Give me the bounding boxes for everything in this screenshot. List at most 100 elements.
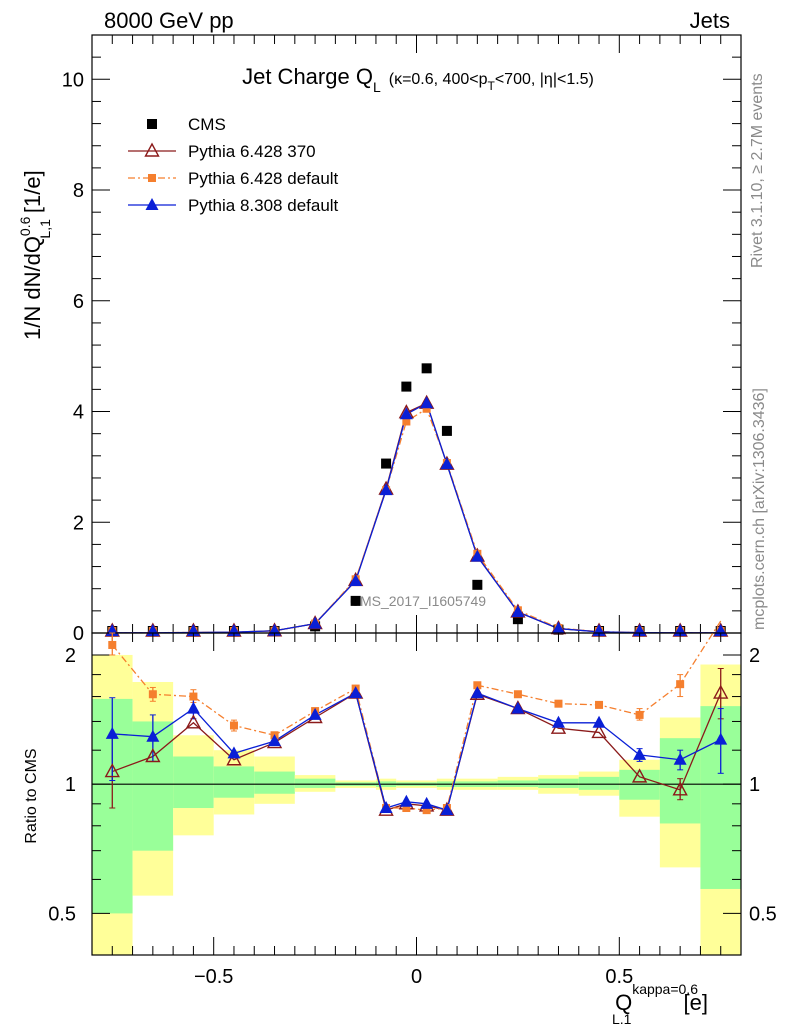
main-point-3 — [511, 604, 525, 617]
green-band — [578, 776, 620, 790]
main-ytick-label: 0 — [73, 623, 84, 645]
ratio-point-2 — [511, 701, 525, 714]
main-point-0 — [472, 579, 483, 590]
ratio-point-0 — [104, 763, 120, 778]
ratio-panel: 0.5 0.5 1 1 2 2 −0.5 0 0.5 — [48, 632, 777, 988]
legend-label: CMS — [188, 115, 226, 134]
legend-marker — [145, 198, 159, 210]
ylabel-sub: L,1 — [37, 219, 53, 239]
main-point-2 — [402, 417, 411, 426]
ratio-point-1 — [189, 692, 198, 701]
ratio-series — [104, 620, 729, 816]
main-ytick-label: 10 — [62, 69, 84, 91]
ratio-ytick-label-right: 0.5 — [749, 903, 777, 925]
main-point-3 — [470, 549, 484, 562]
ratio-point-0 — [713, 684, 729, 699]
ratio-point-2 — [551, 715, 565, 728]
main-point-0 — [441, 425, 452, 436]
main-point-3 — [399, 407, 413, 420]
ratio-ylabel: Ratio to CMS — [23, 748, 40, 843]
ratio-point-1 — [148, 690, 157, 699]
ratio-point-0 — [145, 748, 161, 763]
ratio-series-line-2 — [112, 692, 722, 811]
ratio-point-1 — [108, 640, 117, 649]
ratio-point-1 — [229, 721, 238, 730]
header-right: Jets — [690, 8, 730, 33]
main-ytick-label: 4 — [73, 402, 84, 424]
ratio-point-1 — [635, 710, 644, 719]
watermark: CMS_2017_I1605749 — [350, 593, 486, 609]
rivet-label: Rivet 3.1.10, ≥ 2.7M events — [749, 73, 766, 268]
xlabel: Qkappa=0.6 L,1 [e] — [612, 981, 708, 1024]
xlabel-unit: [e] — [683, 990, 707, 1015]
ratio-ytick-label: 1 — [65, 774, 76, 796]
legend-label: Pythia 6.428 370 — [188, 142, 316, 161]
xlabel-text: Q — [615, 990, 632, 1015]
ratio-point-0 — [185, 714, 202, 729]
ratio-point-2 — [268, 734, 282, 747]
ratio-point-2 — [440, 803, 454, 816]
ylabel-unit: [1/e] — [20, 170, 45, 213]
title-cuts: (κ=0.6, 400<p — [389, 71, 488, 88]
main-point-3 — [308, 616, 322, 629]
main-ytick-label: 2 — [73, 512, 84, 534]
ratio-point-1 — [473, 681, 482, 690]
ratio-point-1 — [402, 804, 411, 813]
main-point-3 — [379, 483, 393, 496]
ratio-point-0 — [672, 781, 688, 796]
ratio-point-0 — [591, 723, 607, 739]
xlabel-sub: L,1 — [612, 1011, 632, 1024]
main-series-line-3 — [112, 402, 721, 634]
ratio-ytick-label: 2 — [65, 645, 76, 667]
main-point-2 — [422, 404, 431, 413]
ratio-point-0 — [226, 751, 242, 766]
main-point-3 — [551, 621, 565, 634]
main-point-0 — [421, 363, 432, 374]
ratio-point-2 — [105, 726, 119, 739]
ratio-point-2 — [399, 794, 413, 807]
ratio-point-2 — [592, 715, 606, 728]
title-main: Jet Charge Q — [242, 64, 373, 89]
ratio-point-2 — [349, 686, 363, 699]
xtick-label: 0.5 — [605, 966, 633, 988]
ratio-point-2 — [673, 752, 687, 765]
ratio-point-1 — [513, 690, 522, 699]
main-ytick-label: 6 — [73, 291, 84, 313]
legend-marker — [147, 119, 157, 129]
ratio-point-2 — [470, 686, 484, 699]
ylabel-sup: 0.6 — [17, 216, 33, 236]
ratio-point-2 — [633, 747, 647, 760]
xlabel-sup: kappa=0.6 — [632, 981, 698, 997]
ratio-ytick-label-right: 1 — [749, 774, 760, 796]
ratio-point-2 — [186, 701, 200, 714]
ratio-ytick-label: 0.5 — [48, 903, 76, 925]
ratio-ytick-label-right: 2 — [749, 645, 760, 667]
green-band — [213, 766, 255, 798]
ratio-point-2 — [714, 732, 728, 745]
ratio-point-2 — [146, 729, 160, 742]
legend-label: Pythia 8.308 default — [188, 196, 339, 215]
xtick-label: 0 — [411, 966, 422, 988]
title-cuts-end: <700, |η|<1.5) — [495, 71, 594, 88]
xtick-label: −0.5 — [194, 966, 233, 988]
main-ytick-label: 8 — [73, 180, 84, 202]
main-ylabel: 1/N dN/dQ0.6 L,1 [1/e] — [17, 170, 53, 340]
ratio-point-1 — [676, 680, 685, 689]
ratio-point-1 — [422, 806, 431, 815]
main-panel: 0 2 4 6 8 10 — [62, 34, 742, 645]
mcplots-label: mcplots.cern.ch [arXiv:1306.3436] — [751, 388, 768, 630]
header-left: 8000 GeV pp — [104, 8, 234, 33]
ratio-series-line-1 — [111, 620, 722, 811]
ratio-point-0 — [631, 768, 648, 783]
legend-marker — [148, 174, 156, 182]
title-sub: L — [373, 79, 381, 95]
green-band — [294, 778, 336, 788]
main-point-0 — [350, 595, 361, 606]
green-band — [538, 778, 579, 788]
main-point-0 — [401, 381, 412, 392]
legend-marker — [144, 142, 160, 157]
green-band — [254, 771, 295, 794]
main-point-3 — [420, 396, 434, 409]
ylabel-text: 1/N dN/dQ — [20, 236, 45, 340]
